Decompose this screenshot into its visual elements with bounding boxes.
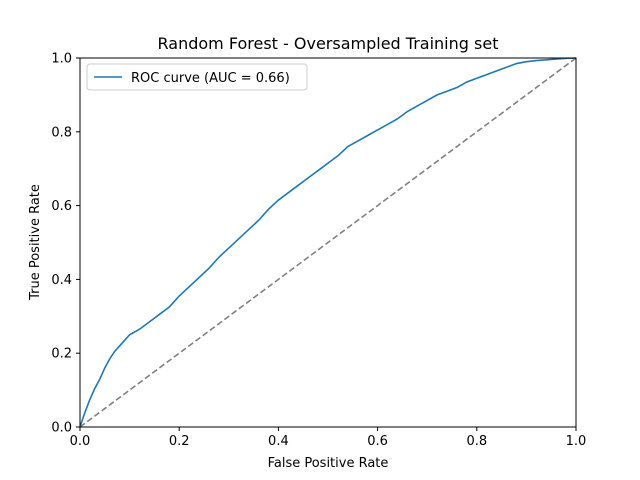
plot-area (79, 57, 577, 428)
y-tick-label: 0.8 (51, 125, 72, 140)
axes-frame (79, 57, 577, 428)
x-tick-label: 0.0 (70, 434, 91, 449)
y-tick-label: 0.6 (51, 199, 72, 214)
x-tick-label: 0.6 (367, 434, 388, 449)
y-axis: 0.0 0.2 0.4 0.6 0.8 1.0 (51, 52, 80, 436)
x-axis-label: False Positive Rate (268, 456, 389, 471)
legend-box (86, 63, 308, 91)
y-tick-label: 0.2 (51, 347, 72, 362)
x-axis: 0.0 0.2 0.4 0.6 0.8 1.0 (70, 427, 587, 449)
y-tick-label: 0.4 (51, 273, 72, 288)
legend: ROC curve (AUC = 0.66) (86, 63, 308, 91)
x-tick-label: 1.0 (566, 434, 587, 449)
y-tick-label: 0.0 (51, 421, 72, 436)
y-tick-label: 1.0 (51, 52, 72, 67)
chance-diagonal-line (79, 57, 577, 428)
chart-title: Random Forest - Oversampled Training set (158, 34, 499, 53)
roc-curve-line (79, 57, 577, 428)
x-tick-label: 0.4 (268, 434, 289, 449)
legend-label: ROC curve (AUC = 0.66) (131, 71, 290, 86)
x-tick-label: 0.2 (169, 434, 190, 449)
x-tick-label: 0.8 (466, 434, 487, 449)
y-axis-label: True Positive Rate (28, 184, 43, 301)
